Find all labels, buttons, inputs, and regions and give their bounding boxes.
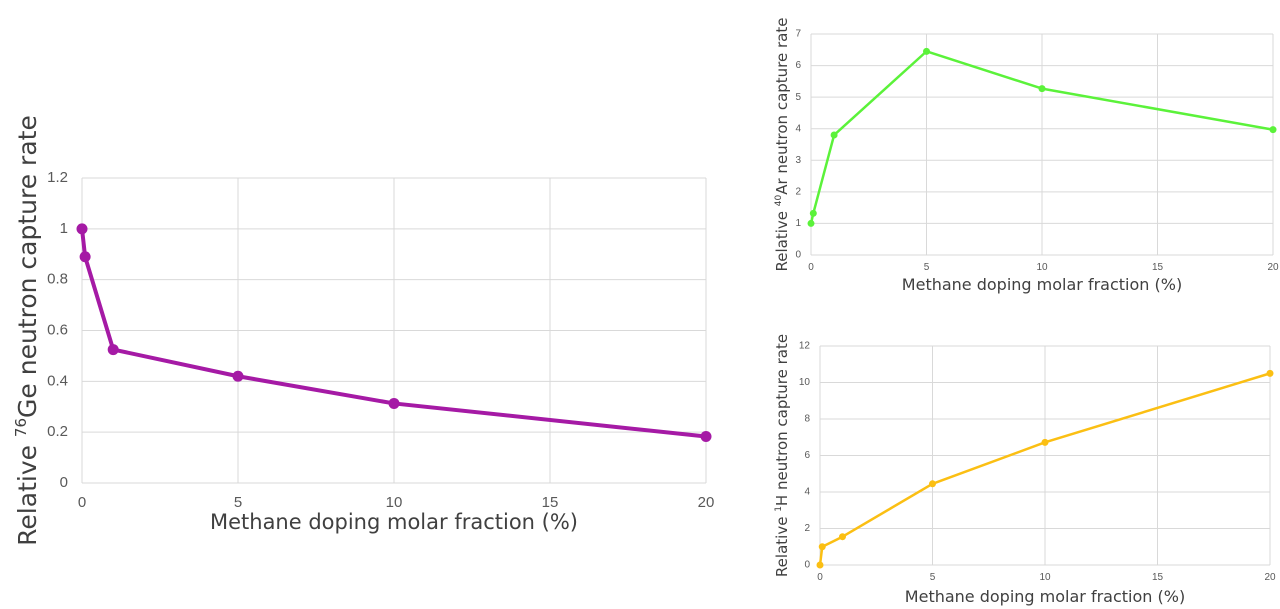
chart-ge: 0 0.2 0.4 0.6 0.8 1 1.2 0 5 10 15 20 Methane doping … (12, 115, 714, 546)
y-axis-title: Relative 76Ge neutron capture rate (12, 115, 42, 546)
data-point (107, 344, 119, 356)
y-tick-label: 0.2 (47, 423, 68, 440)
data-point (807, 219, 815, 227)
y-tick-label: 10 (799, 377, 811, 388)
data-point (830, 131, 838, 139)
x-axis-title: Methane doping molar fraction (%) (905, 587, 1185, 606)
x-tick-label: 20 (1267, 262, 1279, 273)
x-tick-label: 5 (924, 262, 930, 273)
y-axis-title: Relative 40Ar neutron capture rate (773, 18, 791, 272)
y-tick-label: 5 (795, 92, 801, 103)
data-point (388, 397, 400, 409)
x-tick-label: 10 (1039, 572, 1051, 583)
y-tick-label: 2 (804, 523, 810, 534)
data-point (79, 251, 91, 263)
x-tick-label: 5 (234, 494, 242, 511)
y-tick-label: 1.2 (47, 169, 68, 186)
data-point (923, 47, 930, 55)
y-tick-label: 0.6 (47, 321, 68, 338)
y-tick-label: 7 (795, 29, 801, 40)
data-point (1038, 85, 1046, 93)
y-tick-label: 0 (60, 474, 68, 491)
data-point (816, 561, 824, 569)
y-tick-label: 0.8 (47, 271, 68, 288)
x-tick-label: 0 (817, 572, 823, 583)
data-point (818, 543, 826, 551)
data-point (1041, 438, 1049, 446)
y-tick-label: 12 (799, 341, 811, 352)
y-tick-label: 8 (804, 414, 810, 425)
chart-ar: 0 1 2 3 4 5 6 7 0 5 10 15 20 Methane doping molar fra… (773, 18, 1279, 294)
y-tick-label: 4 (804, 487, 810, 498)
data-point (700, 430, 712, 442)
y-tick-label: 0 (804, 560, 810, 571)
data-point (76, 223, 88, 235)
x-tick-label: 20 (1264, 572, 1276, 583)
x-tick-label: 15 (1152, 262, 1164, 273)
y-tick-label: 1 (60, 220, 68, 237)
y-tick-label: 2 (795, 186, 801, 197)
y-tick-label: 6 (795, 60, 801, 71)
x-tick-label: 15 (1152, 572, 1164, 583)
data-point (839, 533, 846, 541)
y-axis-title: Relative 1H neutron capture rate (773, 334, 791, 577)
data-point (809, 209, 817, 217)
data-point (232, 370, 244, 382)
x-tick-label: 0 (808, 262, 814, 273)
x-tick-label: 15 (542, 494, 559, 511)
x-tick-label: 20 (698, 494, 715, 511)
chart-h: 0 2 4 6 8 10 12 0 5 10 15 20 Methane doping molar fr… (773, 334, 1276, 606)
x-axis-title: Methane doping molar fraction (%) (210, 510, 578, 534)
x-tick-label: 0 (78, 494, 86, 511)
data-point (929, 480, 936, 488)
y-tick-label: 6 (804, 450, 810, 461)
y-tick-label: 3 (795, 155, 801, 166)
x-tick-label: 10 (386, 494, 403, 511)
y-tick-label: 4 (795, 123, 801, 134)
x-tick-label: 10 (1036, 262, 1048, 273)
y-tick-label: 1 (795, 218, 801, 229)
data-point (1266, 369, 1274, 377)
y-tick-label: 0 (795, 250, 801, 261)
data-point (1269, 126, 1277, 134)
x-axis-title: Methane doping molar fraction (%) (902, 275, 1182, 294)
y-tick-label: 0.4 (47, 372, 68, 389)
x-tick-label: 5 (930, 572, 936, 583)
